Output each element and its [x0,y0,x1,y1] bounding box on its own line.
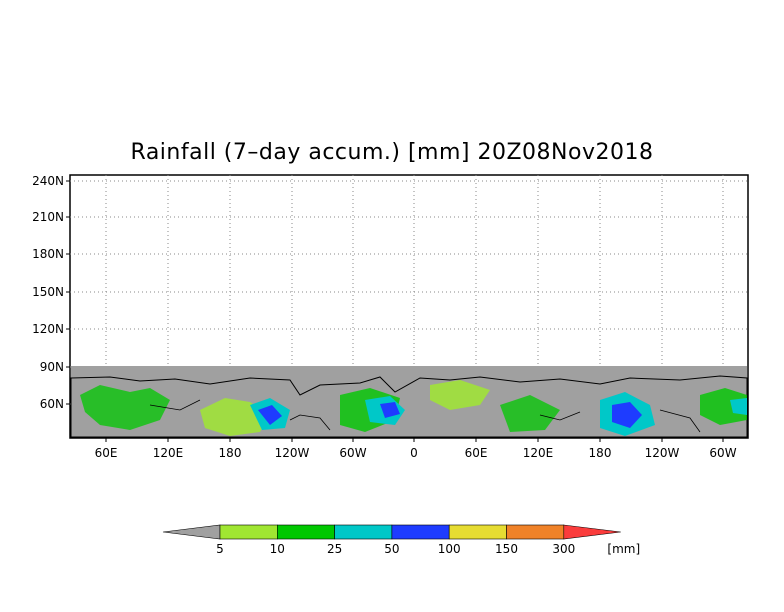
longitude-labels: 60E 120E 180 120W 60W 0 60E 120E 180 120W 60W [95,438,737,460]
colorbar-level-label: 50 [384,542,399,556]
rain-patch [430,380,490,410]
rain-patch [380,402,400,418]
lon-tick-label: 60W [339,446,366,460]
colorbar-level-label: 150 [495,542,518,556]
latitude-labels: 240N 210N 180N 150N 120N 90N 60N [32,174,70,411]
lat-tick-label: 150N [32,285,64,299]
lon-tick-label: 120E [153,446,184,460]
colorbar-box [276,524,335,540]
lon-tick-label: 120W [645,446,680,460]
colorbar-min-triangle [162,524,221,540]
rain-patch [258,405,282,425]
lon-tick-label: 0 [410,446,418,460]
lat-tick-label: 90N [40,360,64,374]
colorbar-box [334,524,393,540]
colorbar-level-label: 10 [270,542,285,556]
rainfall-field [70,366,748,438]
lon-tick-label: 180 [219,446,242,460]
lon-tick-label: 60E [465,446,488,460]
lat-tick-label: 60N [40,397,64,411]
lat-tick-label: 240N [32,174,64,188]
colorbar-box [391,524,450,540]
lon-tick-label: 60W [709,446,736,460]
rain-patch [700,388,747,425]
map-title: Rainfall (7–day accum.) [mm] 20Z08Nov201… [130,140,654,165]
rain-patch [80,385,170,430]
lon-tick-label: 120E [523,446,554,460]
colorbar-level-label: 300 [552,542,575,556]
lat-tick-label: 210N [32,210,64,224]
rain-patch [612,402,642,428]
lon-tick-label: 180 [589,446,612,460]
colorbar-level-label: 25 [327,542,342,556]
lat-tick-label: 180N [32,247,64,261]
lat-tick-label: 120N [32,322,64,336]
colorbar-box [219,524,278,540]
rain-patch [730,398,747,415]
colorbar-box [506,524,565,540]
rain-patch [500,395,560,432]
lon-tick-label: 120W [275,446,310,460]
lon-tick-label: 60E [95,446,118,460]
colorbar-level-label: 100 [438,542,461,556]
colorbar-level-label: 5 [216,542,224,556]
colorbar-max-triangle [563,524,621,540]
colorbar-unit-label: [mm] [607,542,640,556]
colorbar-box [448,524,507,540]
borders [149,399,701,433]
